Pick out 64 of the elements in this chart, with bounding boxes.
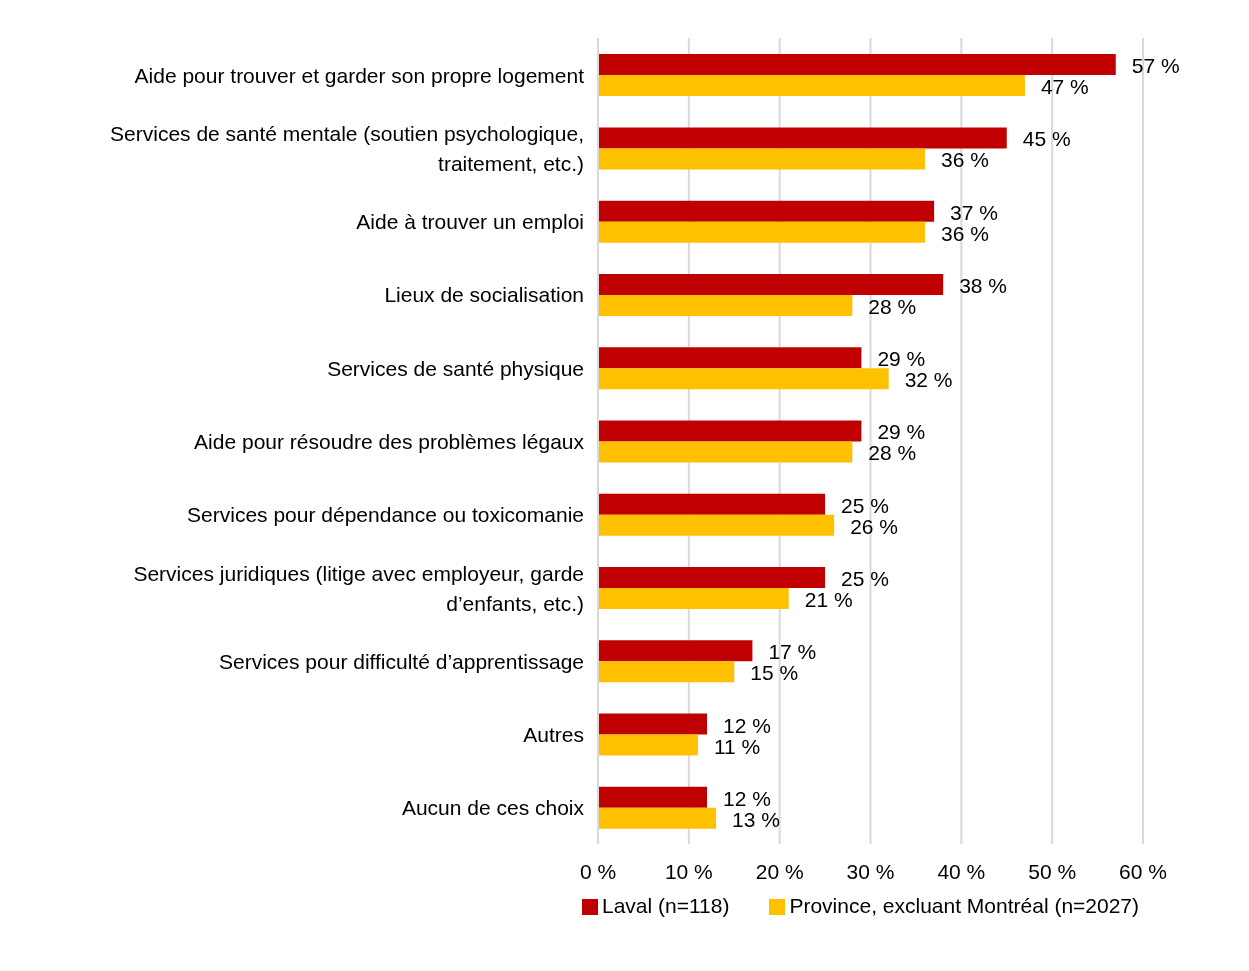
bar [598,640,753,662]
bar [598,368,889,390]
bar [598,127,1007,149]
bar [598,75,1025,97]
data-label: 47 % [1040,75,1089,99]
y-tick-label: Services de santé mentale (soutien psychologique, traitement, etc.) [110,121,584,175]
y-tick-label: Aide pour résoudre des problèmes légaux [194,429,585,453]
data-label: 29 % [877,347,926,371]
x-tick-label: 20 % [755,859,804,883]
bar [598,294,853,316]
bar [598,807,717,829]
bar [598,441,853,463]
x-tick-label: 30 % [846,859,895,883]
x-tick-label: 0 % [579,859,617,883]
legend-label: Province, excluant Montréal (n=2027) [789,894,1140,917]
bar [598,200,935,222]
bar [598,514,835,536]
data-label: 12 % [723,786,771,810]
bar [598,273,944,295]
bar [598,347,862,369]
y-tick-label: Lieux de socialisation [384,282,584,306]
x-tick-label: 50 % [1028,859,1077,883]
bar [598,221,925,243]
bar [598,661,735,683]
data-label: 25 % [841,493,889,517]
bar [598,420,862,442]
data-label: 38 % [959,273,1008,297]
y-tick-label: Services pour difficulté d’apprentissage [219,649,584,673]
data-label: 45 % [1022,127,1071,151]
y-tick-label: Aide pour trouver et garder son propre logement [134,63,585,87]
legend-label: Laval (n=118) [601,894,730,917]
data-label: 57 % [1131,54,1180,78]
bar [598,713,707,735]
bar [598,567,826,589]
x-tick-label: 60 % [1119,859,1167,883]
data-label: 11 % [713,734,761,758]
data-label: 15 % [750,661,799,685]
y-tick-label: Services juridiques (litige avec employeur, garde d’enfants, etc.) [133,561,584,615]
y-tick-label: Services pour dépendance ou toxicomanie [187,502,584,526]
data-label: 36 % [941,221,989,245]
bar [598,493,826,515]
data-label: 21 % [804,588,853,612]
data-label: 17 % [768,640,817,664]
data-label: 28 % [868,294,917,318]
y-tick-label: Aucun de ces choix [401,795,585,819]
data-label: 28 % [868,441,917,465]
data-label: 26 % [850,514,899,538]
x-tick-label: 40 % [937,859,986,883]
data-label: 13 % [732,807,780,831]
y-tick-label: Services de santé physique [327,356,584,380]
data-label: 32 % [904,368,953,392]
bar [598,588,789,610]
y-tick-label: Aide à trouver un emploi [356,209,584,233]
data-label: 12 % [723,713,771,737]
data-label: 37 % [950,200,998,224]
data-label: 36 % [941,148,989,172]
data-label: 29 % [877,420,926,444]
bar [598,54,1116,76]
bar [598,734,698,756]
data-label: 25 % [841,567,889,591]
bar [598,786,707,808]
y-tick-label: Autres [523,722,584,746]
bar [598,148,925,170]
x-tick-label: 10 % [664,859,713,883]
